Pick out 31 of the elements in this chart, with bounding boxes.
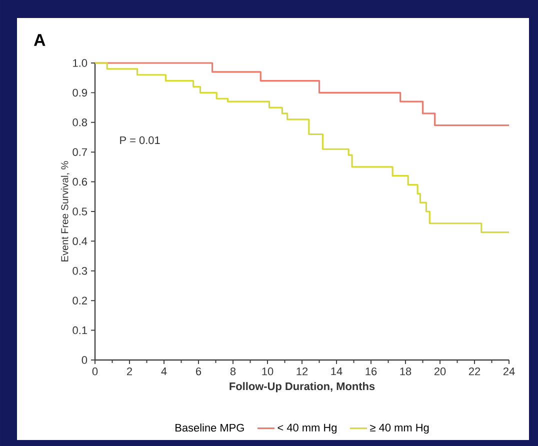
chart-title: A [34, 34, 46, 46]
x-tick-label: 0 [92, 368, 98, 376]
y-axis-title: Event Free Survival, % [60, 161, 70, 262]
x-tick-label: 6 [196, 368, 202, 376]
x-tick-label: 20 [434, 368, 446, 376]
y-tick-label: 0.4 [72, 237, 88, 246]
y-tick-label: 0.7 [72, 148, 87, 156]
y-tick-label: 0.5 [72, 208, 88, 216]
y-tick-label: 0.3 [72, 267, 88, 275]
legend-title: Baseline MPG [176, 424, 244, 432]
x-tick-label: 4 [161, 368, 167, 376]
x-tick-label: 22 [468, 368, 480, 376]
x-tick-label: 10 [262, 368, 274, 376]
annotation: P = 0.01 [120, 136, 160, 144]
x-tick-label: 8 [230, 368, 236, 376]
x-tick-label: 24 [503, 368, 515, 376]
y-tick-label: 0.9 [72, 88, 87, 97]
y-tick-label: 0.6 [72, 178, 88, 186]
legend-label: ≥ 40 mm Hg [370, 424, 429, 434]
x-tick-label: 18 [400, 368, 412, 376]
x-tick-label: 12 [296, 368, 308, 376]
y-tick-label: 0.8 [72, 118, 88, 126]
y-tick-label: 0.2 [72, 296, 87, 304]
x-tick-label: 14 [331, 368, 342, 376]
y-tick-label: 0 [82, 356, 88, 364]
x-axis-title: Follow-Up Duration, Months [230, 382, 375, 392]
legend-label: < 40 mm Hg [278, 424, 337, 434]
x-tick-label: 2 [127, 368, 132, 376]
y-tick-label: 1.0 [73, 59, 88, 67]
y-tick-label: 0.1 [72, 326, 87, 334]
x-tick-label: 16 [366, 368, 377, 376]
